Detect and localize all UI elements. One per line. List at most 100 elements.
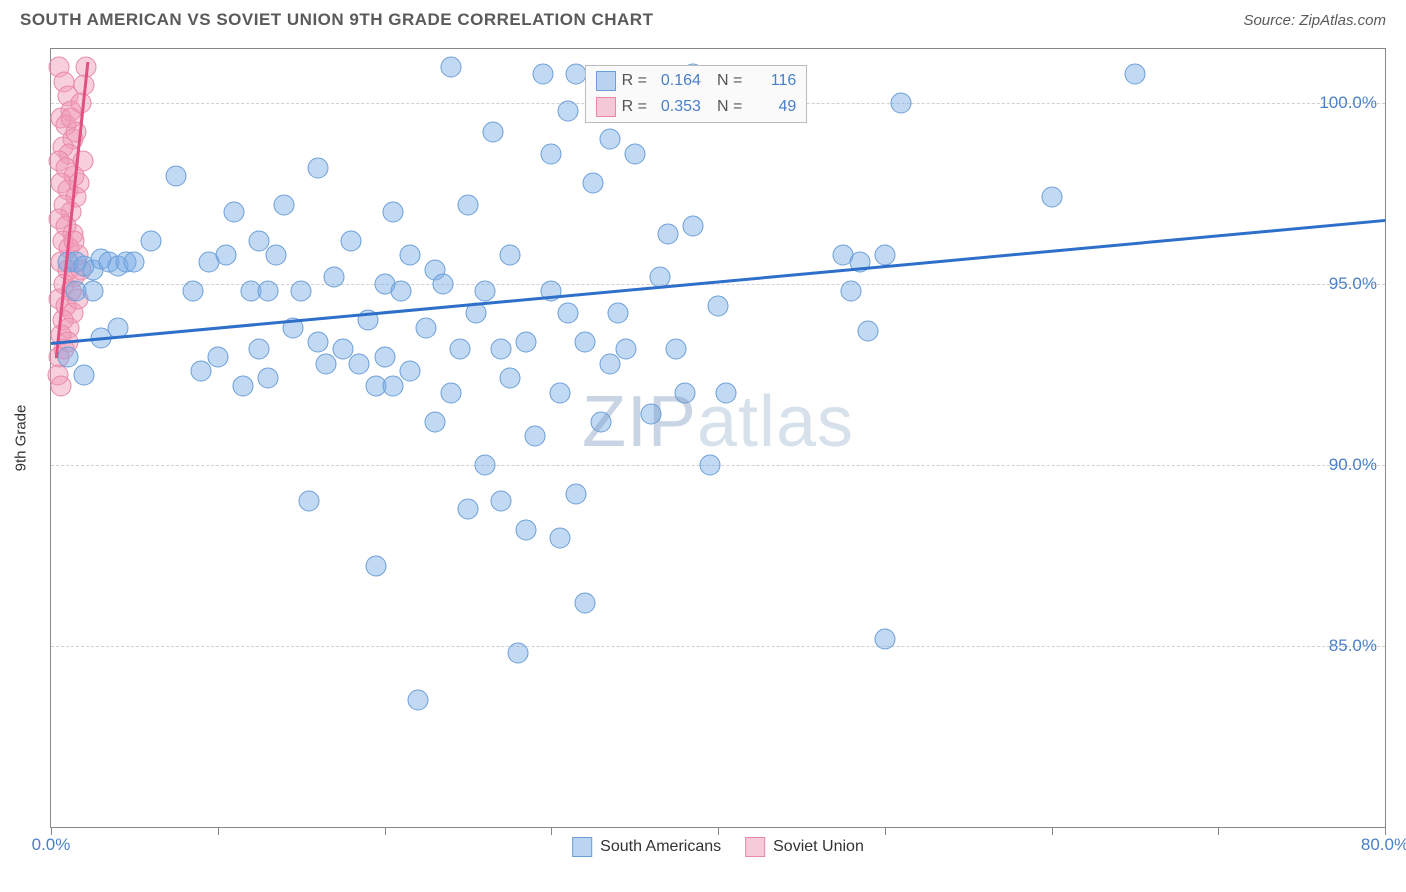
scatter-marker [607,303,628,324]
watermark-atlas: atlas [697,382,854,462]
xtick-label: 0.0% [32,835,71,855]
scatter-marker [341,230,362,251]
scatter-marker [374,346,395,367]
stat-n-label: N = [717,72,742,90]
scatter-marker [549,527,570,548]
legend-swatch [596,71,616,91]
scatter-marker [366,556,387,577]
scatter-marker [266,245,287,266]
stat-r-label: R = [622,72,647,90]
xtick-label: 80.0% [1361,835,1406,855]
scatter-marker [307,158,328,179]
scatter-marker [141,230,162,251]
xtick [1385,827,1386,835]
stats-row: R =0.353N =49 [586,94,807,120]
stats-box: R =0.164N =116R =0.353N =49 [585,65,808,123]
stat-n-value: 116 [748,72,796,90]
scatter-marker [474,281,495,302]
scatter-marker [874,245,895,266]
scatter-marker [182,281,203,302]
scatter-marker [299,491,320,512]
scatter-marker [507,643,528,664]
ytick-label: 90.0% [1329,455,1377,475]
scatter-marker [232,375,253,396]
xtick [385,827,386,835]
scatter-marker [82,281,103,302]
scatter-marker [574,332,595,353]
legend-item: South Americans [572,837,721,857]
xtick [885,827,886,835]
stat-r-label: R = [622,98,647,116]
legend-label: South Americans [600,838,721,856]
xtick [551,827,552,835]
scatter-marker [424,411,445,432]
scatter-marker [516,520,537,541]
scatter-marker [61,107,82,128]
stat-n-label: N = [717,98,742,116]
scatter-marker [599,129,620,150]
legend-label: Soviet Union [773,838,864,856]
scatter-marker [324,266,345,287]
xtick [1052,827,1053,835]
scatter-marker [841,281,862,302]
legend-item: Soviet Union [745,837,864,857]
scatter-marker [349,353,370,374]
scatter-marker [382,375,403,396]
scatter-marker [399,245,420,266]
scatter-marker [657,223,678,244]
scatter-marker [499,245,520,266]
scatter-marker [891,93,912,114]
scatter-marker [491,339,512,360]
xtick [1218,827,1219,835]
scatter-marker [457,498,478,519]
scatter-marker [391,281,412,302]
scatter-marker [441,57,462,78]
scatter-marker [516,332,537,353]
scatter-marker [191,361,212,382]
scatter-marker [566,484,587,505]
scatter-marker [858,321,879,342]
scatter-marker [874,628,895,649]
stat-r-value: 0.353 [653,98,701,116]
scatter-marker [624,143,645,164]
scatter-marker [532,64,553,85]
scatter-marker [599,353,620,374]
scatter-marker [124,252,145,273]
scatter-marker [666,339,687,360]
bottom-legend: South Americans Soviet Union [572,837,864,857]
scatter-marker [249,339,270,360]
scatter-marker [74,364,95,385]
chart-area: 85.0%90.0%95.0%100.0%0.0%80.0% 9th Grade… [50,48,1386,828]
scatter-marker [482,122,503,143]
scatter-marker [291,281,312,302]
scatter-marker [574,592,595,613]
scatter-marker [382,201,403,222]
stat-r-value: 0.164 [653,72,701,90]
scatter-marker [682,216,703,237]
scatter-marker [566,64,587,85]
watermark: ZIPatlas [582,381,854,463]
scatter-marker [449,339,470,360]
scatter-marker [216,245,237,266]
xtick [718,827,719,835]
scatter-marker [616,339,637,360]
scatter-marker [1124,64,1145,85]
ytick-label: 85.0% [1329,636,1377,656]
scatter-marker [549,382,570,403]
scatter-marker [207,346,228,367]
scatter-marker [399,361,420,382]
xtick [51,827,52,835]
scatter-marker [166,165,187,186]
ytick-label: 95.0% [1329,274,1377,294]
y-axis-label: 9th Grade [13,405,30,472]
gridline-h [51,646,1385,647]
scatter-marker [407,690,428,711]
stats-row: R = 0.164 N = 116 [586,68,807,94]
chart-header: SOUTH AMERICAN VS SOVIET UNION 9TH GRADE… [0,0,1406,38]
scatter-marker [51,375,72,396]
ytick-label: 100.0% [1319,93,1377,113]
legend-swatch [596,97,616,117]
scatter-marker [541,143,562,164]
scatter-marker [316,353,337,374]
chart-title: SOUTH AMERICAN VS SOVIET UNION 9TH GRADE… [20,10,653,30]
